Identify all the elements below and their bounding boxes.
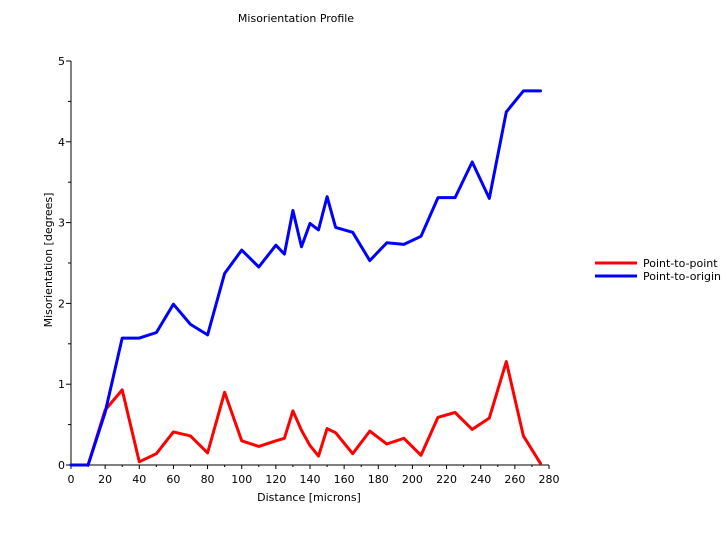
- x-tick-label: 20: [98, 473, 112, 486]
- y-tick-label: 0: [58, 459, 65, 472]
- x-tick-label: 80: [201, 473, 215, 486]
- y-axis-label: Misorientation [degrees]: [42, 193, 55, 328]
- x-tick-label: 240: [470, 473, 491, 486]
- legend: Point-to-point Point-to-origin: [595, 257, 721, 283]
- y-tick-label: 5: [58, 55, 65, 68]
- axis-ticks: 0 20 40 60 80 100 120 140 160 180 200 220 240 260 280 0…: [58, 55, 560, 486]
- x-axis-label: Distance [microns]: [257, 491, 361, 504]
- x-tick-label: 0: [68, 473, 75, 486]
- series-line-point-to-point: [69, 360, 542, 467]
- x-tick-label: 260: [504, 473, 525, 486]
- legend-label-point-to-point: Point-to-point: [643, 257, 718, 270]
- series-lines: [69, 89, 542, 467]
- x-tick-label: 40: [132, 473, 146, 486]
- x-tick-label: 60: [166, 473, 180, 486]
- legend-label-point-to-origin: Point-to-origin: [643, 270, 721, 283]
- chart-title: Misorientation Profile: [238, 12, 354, 25]
- x-tick-label: 200: [402, 473, 423, 486]
- x-tick-label: 140: [300, 473, 321, 486]
- y-tick-label: 2: [58, 297, 65, 310]
- y-tick-label: 4: [58, 136, 65, 149]
- x-tick-label: 220: [436, 473, 457, 486]
- x-tick-label: 100: [231, 473, 252, 486]
- x-tick-label: 160: [334, 473, 355, 486]
- x-tick-label: 180: [368, 473, 389, 486]
- x-tick-label: 120: [265, 473, 286, 486]
- y-tick-label: 1: [58, 378, 65, 391]
- y-tick-label: 3: [58, 217, 65, 230]
- series-line-point-to-origin: [69, 89, 542, 467]
- x-tick-label: 280: [539, 473, 560, 486]
- plot-area: 0 20 40 60 80 100 120 140 160 180 200 220 240 260 280 0…: [58, 55, 560, 486]
